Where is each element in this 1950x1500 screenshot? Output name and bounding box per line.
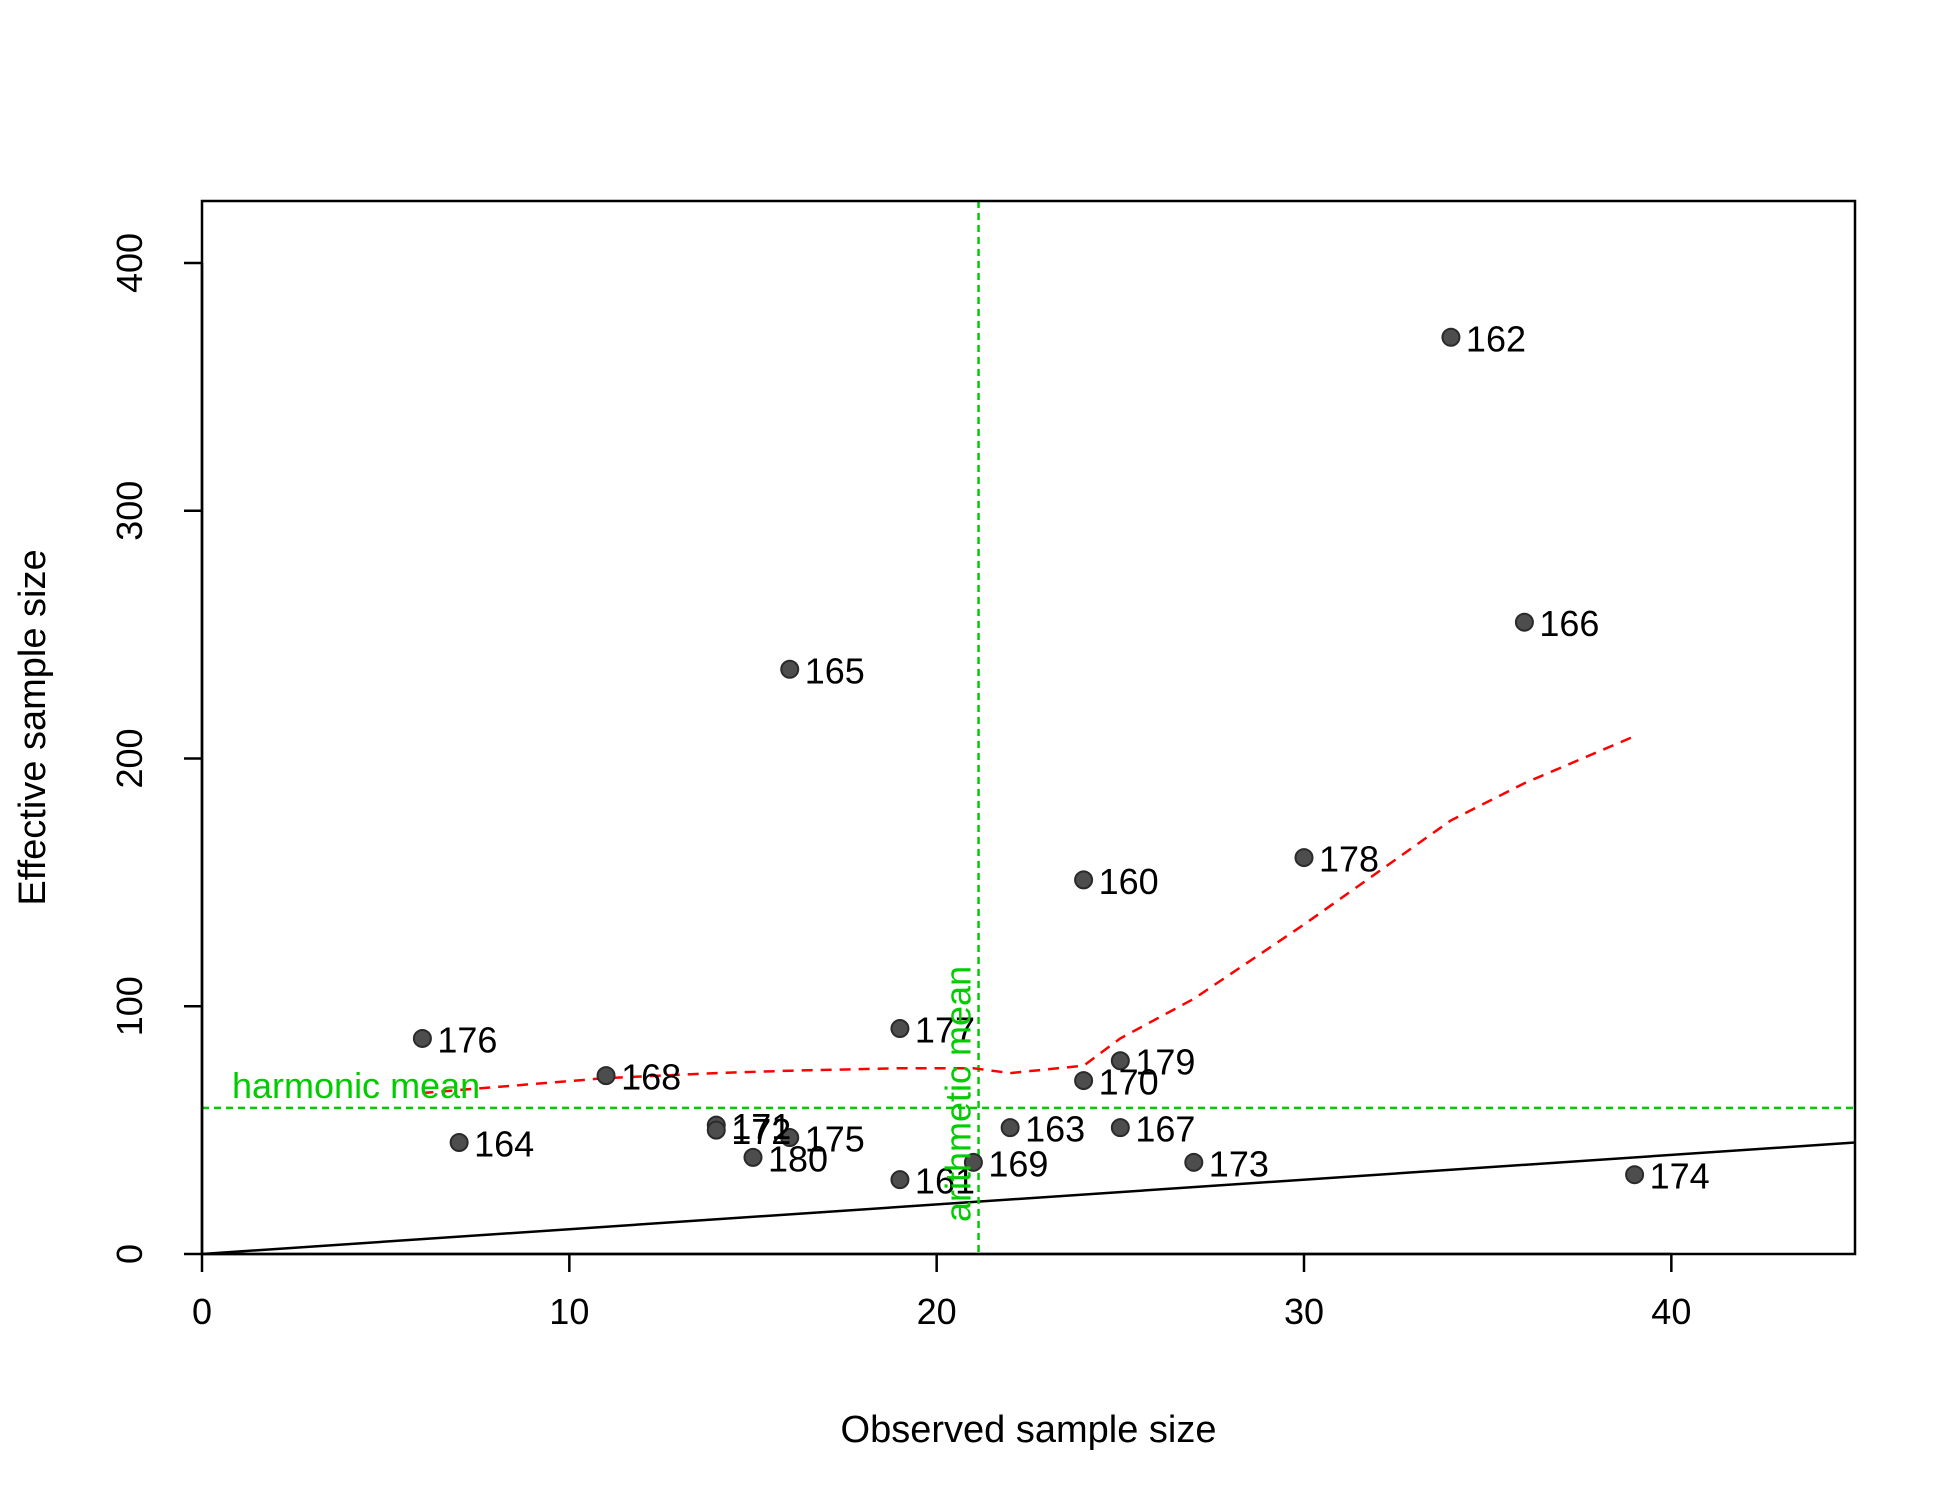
- point-label: 176: [437, 1019, 497, 1060]
- data-point: [1294, 848, 1314, 868]
- point-label: 179: [1135, 1042, 1195, 1083]
- data-point: [1110, 1051, 1130, 1071]
- point-label: 177: [915, 1010, 975, 1051]
- y-tick-label: 300: [109, 481, 150, 541]
- y-tick-label: 200: [109, 728, 150, 788]
- point-label: 163: [1025, 1109, 1085, 1150]
- point-label: 162: [1466, 318, 1526, 359]
- data-point: [1441, 327, 1461, 347]
- data-point: [890, 1170, 910, 1190]
- data-point: [743, 1147, 763, 1167]
- data-point: [596, 1066, 616, 1086]
- point-label: 165: [805, 650, 865, 691]
- data-point: [1074, 870, 1094, 890]
- x-tick-label: 10: [549, 1291, 589, 1332]
- point-label: 180: [768, 1138, 828, 1179]
- x-tick-label: 0: [192, 1291, 212, 1332]
- harmonic-mean-label: harmonic mean: [232, 1065, 480, 1106]
- point-label: 174: [1650, 1156, 1710, 1197]
- x-axis-title: Observed sample size: [841, 1409, 1217, 1451]
- point-label: 169: [988, 1143, 1048, 1184]
- point-label: 173: [1209, 1143, 1269, 1184]
- point-label: 164: [474, 1124, 534, 1165]
- point-label: 171: [731, 1106, 791, 1147]
- data-point: [1625, 1165, 1645, 1185]
- point-label: 161: [915, 1161, 975, 1202]
- data-points: [412, 327, 1645, 1190]
- arithmetic-mean-label: arithmetic mean: [938, 966, 979, 1222]
- point-label: 160: [1099, 861, 1159, 902]
- data-point: [449, 1133, 469, 1153]
- data-point: [963, 1152, 983, 1172]
- identity-line: [201, 1141, 1856, 1256]
- reference-lines: [201, 201, 1856, 1256]
- y-tick-label: 0: [109, 1244, 150, 1264]
- point-labels: 1601611621631641651661671681691701711721…: [437, 318, 1709, 1201]
- data-point: [1000, 1118, 1020, 1138]
- data-point: [412, 1028, 432, 1048]
- data-point: [1074, 1071, 1094, 1091]
- y-axis-title: Effective sample size: [12, 549, 54, 905]
- data-point: [780, 1128, 800, 1148]
- smooth-line-group: [422, 735, 1636, 1095]
- point-label: 172: [731, 1111, 791, 1152]
- point-label: 167: [1135, 1109, 1195, 1150]
- data-point: [1110, 1118, 1130, 1138]
- point-label: 175: [805, 1119, 865, 1160]
- point-label: 178: [1319, 839, 1379, 880]
- data-point: [780, 659, 800, 679]
- smooth-trend-line: [422, 735, 1636, 1095]
- data-point: [1514, 612, 1534, 632]
- point-label: 170: [1099, 1062, 1159, 1103]
- reference-labels: harmonic mean arithmetic mean: [232, 966, 979, 1222]
- y-tick-label: 400: [109, 233, 150, 293]
- y-axis: 0 100 200 300 400: [109, 233, 204, 1264]
- data-point: [706, 1120, 726, 1140]
- data-point: [1184, 1152, 1204, 1172]
- y-tick-label: 100: [109, 976, 150, 1036]
- x-tick-label: 20: [917, 1291, 957, 1332]
- x-axis: 0 10 20 30 40: [192, 1252, 1691, 1332]
- point-label: 168: [621, 1057, 681, 1098]
- point-label: 166: [1539, 603, 1599, 644]
- x-tick-label: 40: [1651, 1291, 1691, 1332]
- x-tick-label: 30: [1284, 1291, 1324, 1332]
- data-point: [890, 1019, 910, 1039]
